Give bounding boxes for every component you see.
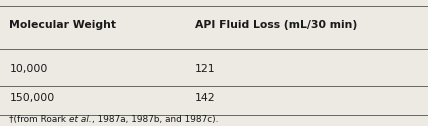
Text: 142: 142	[195, 93, 215, 103]
Text: et al.: et al.	[69, 115, 92, 124]
Text: Molecular Weight: Molecular Weight	[9, 20, 116, 30]
Text: 121: 121	[195, 64, 215, 74]
Text: †(from Roark: †(from Roark	[9, 115, 69, 124]
Text: , 1987a, 1987b, and 1987c).: , 1987a, 1987b, and 1987c).	[92, 115, 218, 124]
Text: 150,000: 150,000	[9, 93, 55, 103]
Text: API Fluid Loss (mL/30 min): API Fluid Loss (mL/30 min)	[195, 20, 357, 30]
Text: 10,000: 10,000	[9, 64, 48, 74]
